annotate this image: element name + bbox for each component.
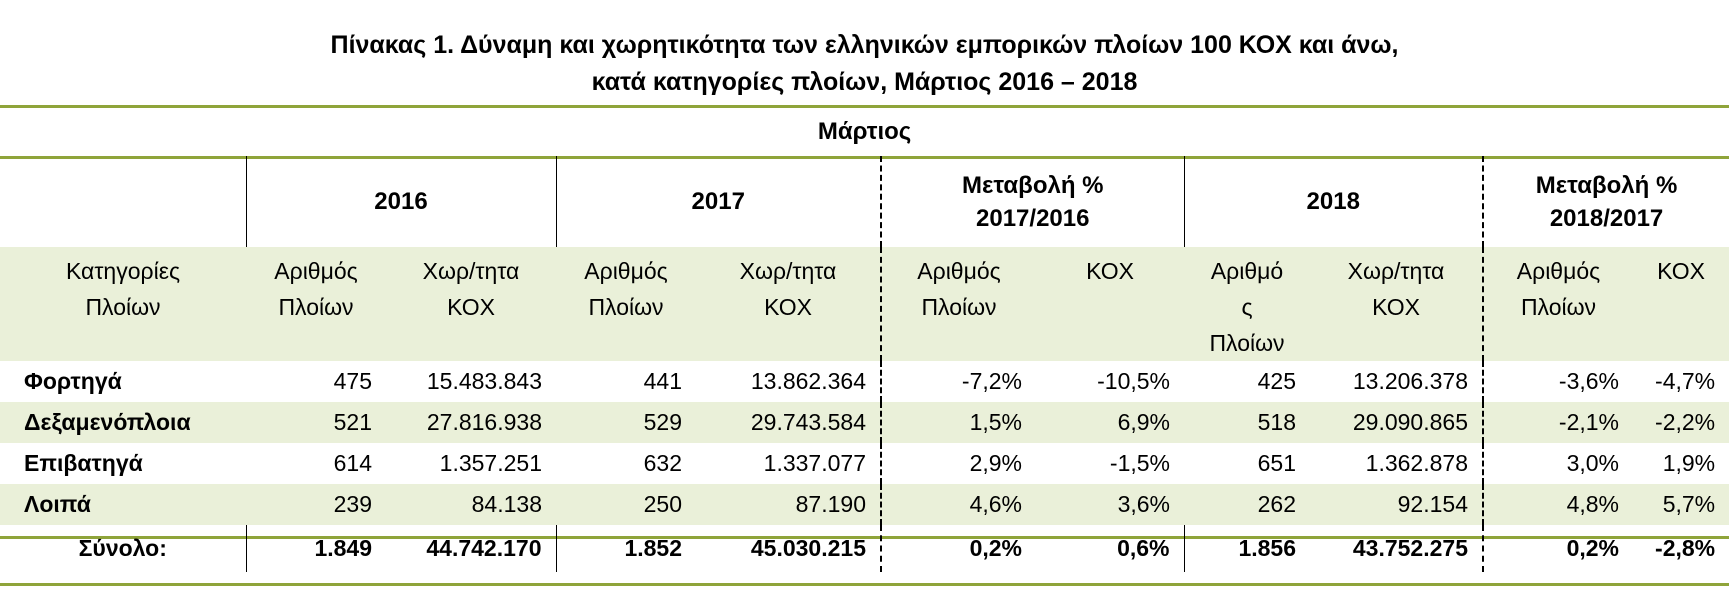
table-cell: 13.862.364 bbox=[696, 361, 882, 402]
table-cell: 239 bbox=[246, 484, 386, 525]
total-cell: -2,8% bbox=[1655, 535, 1716, 561]
sub-header-change-ships-2018: Αριθμός Πλοίων bbox=[1483, 247, 1633, 361]
total-cell: 44.742.170 bbox=[386, 525, 557, 572]
table-cell: 1.337.077 bbox=[696, 443, 882, 484]
table-title-line-1: Πίνακας 1. Δύναμη και χωρητικότητα των ε… bbox=[330, 31, 1399, 59]
rule-bottom bbox=[0, 583, 1729, 586]
table-cell: 651 bbox=[1257, 450, 1296, 476]
year-2018-header: 2018 bbox=[1184, 156, 1484, 247]
month-header-row: Μάρτιος bbox=[0, 108, 1729, 156]
total-cell: 1.849 bbox=[314, 535, 372, 561]
table-cell: 3,6% bbox=[1036, 484, 1184, 525]
table-cell: 2,9% bbox=[969, 450, 1022, 476]
total-cell: 43.752.275 bbox=[1310, 525, 1484, 572]
sub-header-change-ships-2017: Αριθμός Πλοίων bbox=[881, 247, 1036, 361]
table-cell: 250 bbox=[556, 484, 696, 525]
month-header: Μάρτιος bbox=[817, 118, 912, 145]
total-row: Σύνολο: 1.849 44.742.170 1.852 45.030.21… bbox=[0, 525, 1729, 572]
table-cell: 1.362.878 bbox=[1310, 443, 1484, 484]
total-label: Σύνολο: bbox=[0, 525, 247, 572]
table-cell: -10,5% bbox=[1097, 368, 1170, 394]
total-cell: 0,2% bbox=[1566, 535, 1619, 561]
table-cell: 3,0% bbox=[1566, 450, 1619, 476]
table-row: Δεξαμενόπλοια 521 27.816.938 529 29.743.584 1… bbox=[0, 402, 1729, 443]
table-cell: 441 bbox=[643, 368, 682, 394]
sub-header-ships-2017: Αριθμός Πλοίων bbox=[556, 247, 696, 361]
total-cell: 1.856 bbox=[1238, 535, 1296, 561]
table-cell: 614 bbox=[333, 450, 372, 476]
table-cell: -7,2% bbox=[961, 368, 1022, 394]
total-cell: 1.852 bbox=[624, 535, 682, 561]
table-cell: 425 bbox=[1257, 368, 1296, 394]
table-cell: 87.190 bbox=[696, 484, 882, 525]
table-cell: -4,7% bbox=[1655, 368, 1716, 394]
table-cell: 4,8% bbox=[1483, 484, 1633, 525]
table-cell: 632 bbox=[643, 450, 682, 476]
total-cell: 0,2% bbox=[969, 535, 1022, 561]
table-cell: 29.090.865 bbox=[1310, 402, 1484, 443]
empty-corner-cell bbox=[0, 156, 247, 247]
table-cell: 1,9% bbox=[1662, 450, 1716, 476]
table-cell: 518 bbox=[1184, 402, 1310, 443]
table-cell: 84.138 bbox=[386, 484, 556, 525]
table-cell: 529 bbox=[556, 402, 696, 443]
table-row: Φορτηγά 475 15.483.843 441 13.862.364 -7,2% -1… bbox=[0, 361, 1729, 402]
category-header: Κατηγορίες Πλοίων bbox=[0, 247, 246, 361]
year-2016-header: 2016 bbox=[246, 156, 557, 247]
sub-header-capacity-2016: Χωρ/τητα ΚΟΧ bbox=[386, 247, 556, 361]
sub-header-ships-2018: Αριθμό ς Πλοίων bbox=[1184, 247, 1310, 361]
table-cell: 475 bbox=[333, 368, 372, 394]
shipping-statistics-table: Μάρτιος 2016 2017 Μεταβολή % 2017/2016 20… bbox=[0, 108, 1729, 572]
year-header-row: 2016 2017 Μεταβολή % 2017/2016 2018 Μεταβ… bbox=[0, 156, 1729, 247]
table-row: Λοιπά 239 84.138 250 87.190 4,6% 3,6% 262 92.154… bbox=[0, 484, 1729, 525]
table-cell: 27.816.938 bbox=[386, 402, 556, 443]
table-cell: 1.357.251 bbox=[439, 450, 542, 476]
table-cell: -2,2% bbox=[1633, 402, 1729, 443]
table-cell: 15.483.843 bbox=[426, 368, 542, 394]
row-category: Επιβατηγά bbox=[24, 450, 143, 476]
table-cell: 521 bbox=[246, 402, 386, 443]
table-cell: 6,9% bbox=[1036, 402, 1184, 443]
table-cell: -3,6% bbox=[1558, 368, 1619, 394]
table-title-line-2: κατά κατηγορίες πλοίων, Μάρτιος 2016 – 2… bbox=[591, 68, 1138, 96]
sub-header-change-koh-2017: ΚΟΧ bbox=[1036, 247, 1184, 361]
table-cell: 13.206.378 bbox=[1310, 361, 1484, 402]
rule-top bbox=[0, 105, 1729, 108]
sub-header-capacity-2018: Χωρ/τητα ΚΟΧ bbox=[1310, 247, 1484, 361]
sub-header-capacity-2017: Χωρ/τητα ΚΟΧ bbox=[696, 247, 882, 361]
table-body: Φορτηγά 475 15.483.843 441 13.862.364 -7,2% -1… bbox=[0, 361, 1729, 525]
table-row: Επιβατηγά 614 1.357.251 632 1.337.077 2,9% -1,… bbox=[0, 443, 1729, 484]
sub-header-row: Κατηγορίες Πλοίων Αριθμός Πλοίων Χωρ/τητα Κ… bbox=[0, 247, 1729, 361]
table-cell: -2,1% bbox=[1483, 402, 1633, 443]
sub-header-ships-2016: Αριθμός Πλοίων bbox=[246, 247, 386, 361]
table-cell: 1,5% bbox=[881, 402, 1036, 443]
table-cell: 262 bbox=[1184, 484, 1310, 525]
table-cell: 29.743.584 bbox=[696, 402, 882, 443]
row-category: Δεξαμενόπλοια bbox=[0, 402, 246, 443]
change-2017-2016-header: Μεταβολή % 2017/2016 bbox=[881, 156, 1185, 247]
year-2017-header: 2017 bbox=[556, 156, 882, 247]
row-category: Λοιπά bbox=[0, 484, 246, 525]
row-category: Φορτηγά bbox=[24, 368, 122, 394]
total-cell: 0,6% bbox=[1036, 525, 1185, 572]
sub-header-change-koh-2018: ΚΟΧ bbox=[1633, 247, 1729, 361]
total-cell: 45.030.215 bbox=[696, 525, 882, 572]
table-cell: -1,5% bbox=[1109, 450, 1170, 476]
table-cell: 5,7% bbox=[1633, 484, 1729, 525]
change-2018-2017-header: Μεταβολή % 2018/2017 bbox=[1535, 171, 1678, 232]
table-cell: 4,6% bbox=[881, 484, 1036, 525]
table-cell: 92.154 bbox=[1310, 484, 1484, 525]
